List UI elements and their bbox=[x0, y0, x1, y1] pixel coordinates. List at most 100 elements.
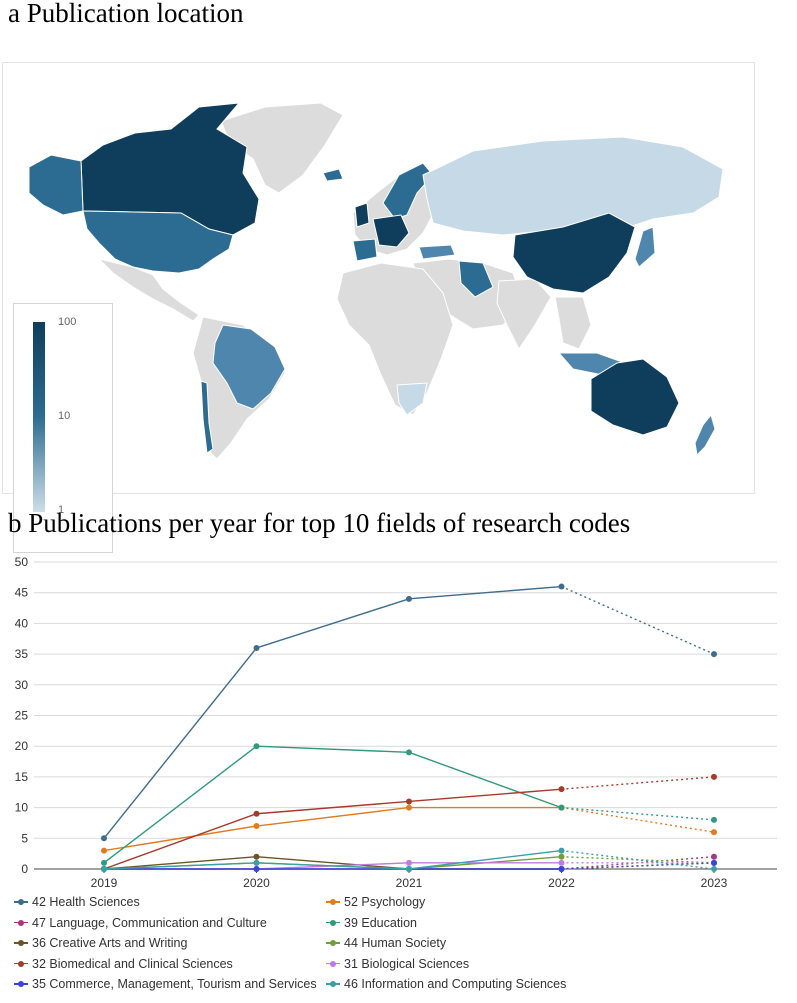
legend-label-max: 100 bbox=[58, 316, 77, 328]
series-line-segment bbox=[103, 856, 257, 870]
y-tick-label: 25 bbox=[15, 709, 29, 723]
data-point bbox=[711, 651, 717, 658]
data-point bbox=[558, 583, 565, 590]
series-line-segment bbox=[561, 585, 715, 655]
india-shape bbox=[496, 278, 552, 350]
x-tick-label: 2020 bbox=[243, 876, 270, 890]
series-line-segment bbox=[256, 806, 410, 827]
series-0 bbox=[101, 583, 717, 842]
y-tick-label: 45 bbox=[15, 586, 29, 600]
series-line-segment bbox=[256, 862, 410, 870]
legend-label: 35 Commerce, Management, Tourism and Ser… bbox=[32, 977, 317, 991]
data-point bbox=[711, 859, 717, 866]
legend-swatch bbox=[14, 979, 28, 989]
southeast-asia-shape bbox=[554, 296, 592, 350]
legend-item: 46 Information and Computing Sciences bbox=[326, 977, 566, 991]
legend-label: 42 Health Sciences bbox=[32, 895, 140, 909]
iran-shape bbox=[458, 260, 494, 298]
legend-swatch bbox=[326, 938, 340, 948]
legend-swatch bbox=[14, 959, 28, 969]
y-tick-label: 5 bbox=[21, 831, 28, 845]
series-6 bbox=[101, 773, 717, 872]
legend-swatch bbox=[326, 979, 340, 989]
data-point bbox=[558, 859, 565, 866]
y-tick-label: 35 bbox=[15, 647, 29, 661]
world-map-svg bbox=[28, 102, 724, 460]
mexico-shape bbox=[97, 258, 200, 322]
series-line-segment bbox=[561, 776, 715, 790]
legend-swatch bbox=[326, 918, 340, 928]
map-legend-color-bar bbox=[33, 322, 45, 512]
china-shape bbox=[512, 212, 636, 294]
data-point bbox=[253, 859, 260, 866]
data-point bbox=[711, 866, 717, 872]
series-line-segment bbox=[103, 825, 257, 852]
data-point bbox=[711, 853, 717, 860]
russia-shape bbox=[422, 136, 724, 236]
series-line-segment bbox=[103, 813, 257, 870]
y-tick-label: 30 bbox=[15, 678, 29, 692]
world-map: 100 10 1 bbox=[2, 62, 755, 553]
data-point bbox=[101, 866, 107, 872]
series-3 bbox=[101, 743, 717, 866]
panel-a-title: a Publication location bbox=[8, 0, 244, 28]
series-line-segment bbox=[256, 745, 410, 754]
legend-swatch bbox=[14, 918, 28, 928]
africa-shape bbox=[336, 262, 454, 416]
new-zealand-shape bbox=[694, 413, 716, 457]
legend-item: 52 Psychology bbox=[326, 895, 425, 909]
legend-swatch bbox=[326, 959, 340, 969]
series-line-segment bbox=[408, 788, 562, 803]
legend-item: 44 Human Society bbox=[326, 936, 446, 950]
legend-label: 44 Human Society bbox=[344, 936, 447, 950]
legend-label: 31 Biological Sciences bbox=[344, 956, 470, 971]
data-point bbox=[253, 810, 260, 817]
data-point bbox=[711, 829, 717, 836]
data-point bbox=[711, 773, 717, 780]
data-point bbox=[406, 798, 412, 805]
iceland-shape bbox=[322, 168, 344, 182]
data-point bbox=[406, 595, 412, 602]
series-line-segment bbox=[408, 751, 562, 809]
x-tick-label: 2019 bbox=[91, 876, 118, 890]
chart-series bbox=[101, 583, 717, 872]
legend-item: 39 Education bbox=[326, 916, 417, 930]
series-line-segment bbox=[256, 598, 410, 649]
data-point bbox=[406, 866, 412, 872]
chile-shape bbox=[200, 380, 214, 454]
series-line-segment bbox=[103, 745, 257, 864]
y-tick-label: 0 bbox=[21, 862, 28, 876]
legend-label: 52 Psychology bbox=[344, 895, 426, 909]
line-chart: 0 5 10 15 20 25 30 35 40 45 50 2019 2020 2021 2022 2023 bbox=[15, 555, 777, 890]
legend-swatch bbox=[14, 897, 28, 907]
alaska-shape bbox=[28, 154, 84, 216]
series-line-segment bbox=[561, 806, 715, 833]
data-point bbox=[101, 859, 107, 866]
legend-label: 32 Biomedical and Clinical Sciences bbox=[32, 956, 233, 971]
chart-grid bbox=[34, 561, 777, 870]
south-africa-shape bbox=[396, 382, 428, 416]
series-line-segment bbox=[256, 856, 410, 870]
data-point bbox=[253, 866, 260, 872]
western-europe-shape bbox=[372, 214, 410, 248]
data-point bbox=[711, 816, 717, 823]
legend-item: 36 Creative Arts and Writing bbox=[14, 936, 187, 950]
data-point bbox=[558, 786, 565, 793]
data-point bbox=[406, 859, 412, 866]
data-point bbox=[101, 847, 107, 854]
y-tick-label: 10 bbox=[15, 801, 29, 815]
data-point bbox=[406, 804, 412, 811]
series-line-segment bbox=[103, 647, 258, 839]
y-tick-label: 50 bbox=[15, 555, 29, 569]
data-point bbox=[558, 804, 565, 811]
panel-b-title: b Publications per year for top 10 field… bbox=[8, 508, 631, 538]
series-line-segment bbox=[256, 800, 410, 815]
data-point bbox=[253, 644, 260, 651]
y-tick-label: 15 bbox=[15, 770, 29, 784]
x-tick-label: 2021 bbox=[396, 876, 423, 890]
x-tick-label: 2023 bbox=[701, 876, 728, 890]
legend-label: 39 Education bbox=[344, 915, 417, 930]
data-point bbox=[406, 749, 412, 756]
usa-shape bbox=[82, 210, 234, 274]
data-point bbox=[558, 866, 565, 872]
